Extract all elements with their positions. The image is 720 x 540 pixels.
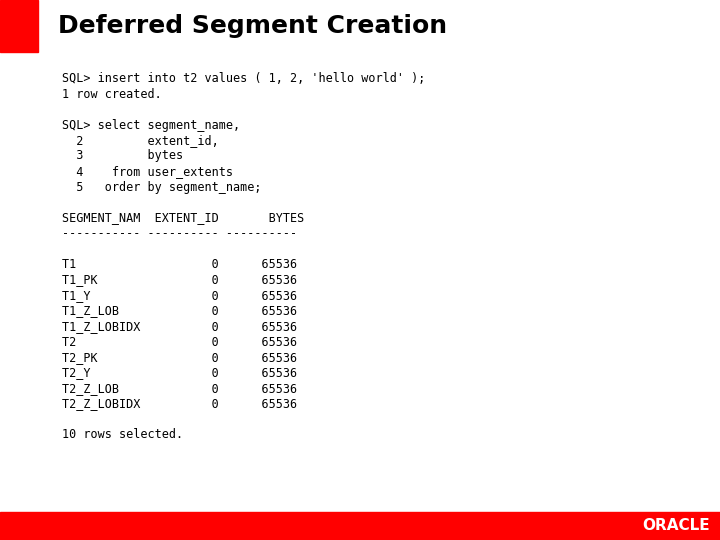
Text: 10 rows selected.: 10 rows selected. — [62, 429, 183, 442]
Text: T2                   0      65536: T2 0 65536 — [62, 335, 297, 348]
Text: T1_Z_LOBIDX          0      65536: T1_Z_LOBIDX 0 65536 — [62, 320, 297, 333]
Text: 3         bytes: 3 bytes — [62, 150, 183, 163]
Text: T2_Y                 0      65536: T2_Y 0 65536 — [62, 367, 297, 380]
Text: Deferred Segment Creation: Deferred Segment Creation — [58, 14, 447, 38]
Text: SQL> select segment_name,: SQL> select segment_name, — [62, 118, 240, 132]
Text: T2_PK                0      65536: T2_PK 0 65536 — [62, 351, 297, 364]
Text: 2         extent_id,: 2 extent_id, — [62, 134, 219, 147]
Text: T1_Y                 0      65536: T1_Y 0 65536 — [62, 289, 297, 302]
Text: 1 row created.: 1 row created. — [62, 87, 162, 100]
Text: T2_Z_LOBIDX          0      65536: T2_Z_LOBIDX 0 65536 — [62, 397, 297, 410]
Text: SEGMENT_NAM  EXTENT_ID       BYTES: SEGMENT_NAM EXTENT_ID BYTES — [62, 212, 305, 225]
Text: T2_Z_LOB             0      65536: T2_Z_LOB 0 65536 — [62, 382, 297, 395]
Text: 5   order by segment_name;: 5 order by segment_name; — [62, 180, 261, 193]
Text: T1_Z_LOB             0      65536: T1_Z_LOB 0 65536 — [62, 305, 297, 318]
Text: T1_PK                0      65536: T1_PK 0 65536 — [62, 273, 297, 287]
Text: SQL> insert into t2 values ( 1, 2, 'hello world' );: SQL> insert into t2 values ( 1, 2, 'hell… — [62, 72, 426, 85]
Bar — [0, 512, 720, 540]
Bar — [0, 0, 38, 52]
Text: ORACLE: ORACLE — [642, 518, 710, 534]
Text: ----------- ---------- ----------: ----------- ---------- ---------- — [62, 227, 297, 240]
Text: T1                   0      65536: T1 0 65536 — [62, 258, 297, 271]
Text: 4    from user_extents: 4 from user_extents — [62, 165, 233, 178]
